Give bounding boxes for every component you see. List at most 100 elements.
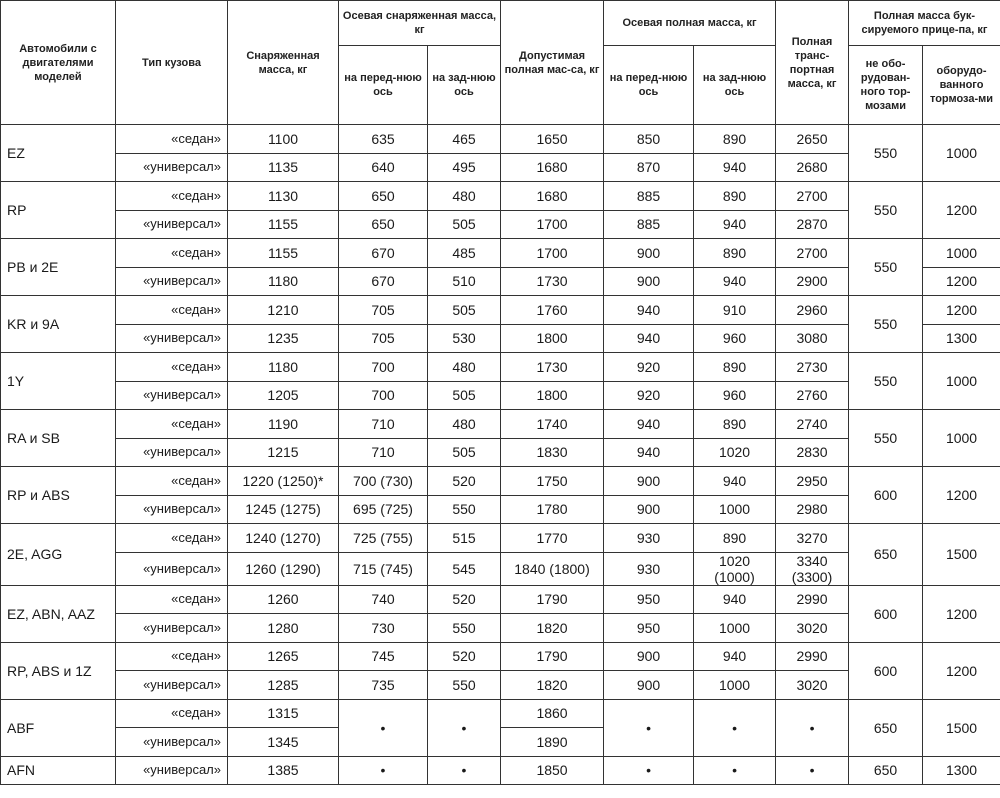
axle-gross-rear-cell: 940	[693, 266, 777, 296]
model-cell: 2E, AGG	[0, 523, 116, 586]
gvw-cell: 1860	[500, 698, 605, 728]
axle-curb-front-cell: 745	[338, 641, 428, 671]
gct-cell: 2760	[775, 380, 850, 410]
gct-cell: 2740	[775, 409, 850, 439]
axle-gross-rear-cell: 960	[693, 323, 777, 353]
trailer-unbraked-cell: 550	[848, 352, 924, 410]
curb-mass-cell: 1220 (1250)*	[227, 466, 339, 496]
body-type-cell: «седан»	[115, 352, 228, 382]
curb-mass-cell: 1100	[227, 124, 339, 154]
curb-mass-cell: 1235	[227, 323, 339, 353]
gct-cell: 3020	[775, 670, 850, 700]
table-row: ABF «седан» 1315 • • 1860 • • • 650 1500	[0, 698, 1000, 757]
trailer-unbraked-cell: 550	[848, 181, 924, 239]
table-row: EZ «седан» 1100 635 465 1650 850 890 2650 550 1000	[0, 124, 1000, 182]
gvw-cell: 1760	[500, 295, 605, 325]
body-type-cell: «седан»	[115, 124, 228, 154]
gvw-cell: 1650	[500, 124, 605, 154]
model-cell: ABF	[0, 698, 116, 757]
axle-gross-rear-cell: 1020	[693, 437, 777, 467]
header-gct: Полная транс-портная масса, кг	[775, 0, 850, 125]
axle-curb-front-cell: 730	[338, 613, 428, 643]
body-type-cell: «универсал»	[115, 323, 228, 353]
axle-curb-rear-cell: 530	[426, 323, 502, 353]
model-cell: EZ, ABN, AAZ	[0, 584, 116, 643]
trailer-braked-cell: 1500	[922, 523, 1000, 586]
curb-mass-cell: 1315	[227, 698, 339, 728]
axle-curb-rear-cell: 550	[426, 494, 502, 524]
curb-mass-cell: 1205	[227, 380, 339, 410]
curb-mass-cell: 1260 (1290)	[227, 551, 339, 586]
header-axle-gross-rear: на зад-нюю ось	[693, 45, 777, 125]
axle-gross-front-cell: 900	[603, 266, 695, 296]
table-body: EZ «седан» 1100 635 465 1650 850 890 2650 550 1000…	[0, 124, 1000, 785]
gct-cell: 3340 (3300)	[775, 551, 850, 586]
axle-curb-front-cell: 670	[338, 238, 428, 268]
axle-curb-rear-cell: 505	[426, 295, 502, 325]
axle-gross-front-cell: 850	[603, 124, 695, 154]
axle-curb-front-cell: 735	[338, 670, 428, 700]
axle-gross-front-cell: 940	[603, 409, 695, 439]
gvw-cell: 1820	[500, 613, 605, 643]
curb-mass-cell: 1245 (1275)	[227, 494, 339, 524]
gvw-cell: 1890	[500, 727, 605, 757]
axle-curb-rear-cell: •	[426, 755, 502, 785]
trailer-unbraked-cell: 600	[848, 466, 924, 524]
axle-curb-front-cell: 740	[338, 584, 428, 614]
gvw-cell: 1840 (1800)	[500, 551, 605, 586]
gvw-cell: 1680	[500, 152, 605, 182]
curb-mass-cell: 1345	[227, 727, 339, 757]
axle-curb-front-cell: 640	[338, 152, 428, 182]
header-axle-curb-rear: на зад-нюю ось	[426, 45, 502, 125]
axle-gross-rear-cell: 1020 (1000)	[693, 551, 777, 586]
body-type-cell: «универсал»	[115, 494, 228, 524]
table-row: «универсал» 1235 705 530 1800 940 960 3080 1300	[1, 323, 1000, 353]
curb-mass-cell: 1135	[227, 152, 339, 182]
trailer-braked-cell: 1500	[922, 698, 1000, 757]
body-type-cell: «универсал»	[115, 727, 228, 757]
axle-gross-front-cell: 950	[603, 584, 695, 614]
header-gvw: Допустимая полная мас-са, кг	[500, 0, 605, 125]
table-row: PB и 2E «седан» 1155 670 485 1700 900 890 2700 55…	[0, 238, 1000, 296]
curb-mass-cell: 1180	[227, 352, 339, 382]
trailer-unbraked-cell: 550	[848, 295, 924, 353]
axle-gross-rear-cell: •	[693, 698, 777, 757]
axle-gross-front-cell: 870	[603, 152, 695, 182]
axle-gross-front-cell: •	[603, 755, 695, 785]
body-type-cell: «универсал»	[115, 755, 228, 785]
trailer-unbraked-cell: 600	[848, 641, 924, 700]
gvw-cell: 1800	[500, 323, 605, 353]
axle-curb-rear-cell: 515	[426, 523, 502, 553]
trailer-unbraked-cell: 650	[848, 698, 924, 757]
gct-cell: 2700	[775, 238, 850, 268]
axle-curb-front-cell: 715 (745)	[338, 551, 428, 586]
curb-mass-cell: 1155	[227, 238, 339, 268]
axle-curb-rear-cell: 520	[426, 584, 502, 614]
axle-gross-front-cell: 885	[603, 209, 695, 239]
axle-gross-front-cell: 900	[603, 670, 695, 700]
gct-cell: 2990	[775, 641, 850, 671]
body-type-cell: «универсал»	[115, 613, 228, 643]
axle-gross-front-cell: 940	[603, 295, 695, 325]
axle-curb-front-cell: 700 (730)	[338, 466, 428, 496]
table-row: «универсал» 1285 735 550 1820 900 1000 3020	[1, 670, 1000, 700]
curb-mass-cell: 1385	[227, 755, 339, 785]
axle-gross-front-cell: 900	[603, 238, 695, 268]
axle-gross-front-cell: 900	[603, 466, 695, 496]
gct-cell: 3270	[775, 523, 850, 553]
axle-curb-rear-cell: 485	[426, 238, 502, 268]
gct-cell: 2980	[775, 494, 850, 524]
axle-curb-front-cell: •	[338, 698, 428, 757]
trailer-unbraked-cell: 550	[848, 409, 924, 467]
trailer-braked-cell: 1200	[922, 181, 1000, 239]
gvw-cell: 1680	[500, 181, 605, 211]
axle-curb-front-cell: 700	[338, 380, 428, 410]
gvw-cell: 1730	[500, 352, 605, 382]
curb-mass-cell: 1210	[227, 295, 339, 325]
gct-cell: 2990	[775, 584, 850, 614]
gct-cell: 2700	[775, 181, 850, 211]
curb-mass-cell: 1130	[227, 181, 339, 211]
table-row: EZ, ABN, AAZ «седан» 1260 740 520 1790 950 940 2…	[0, 584, 1000, 643]
gct-cell: 3080	[775, 323, 850, 353]
axle-gross-front-cell: •	[603, 698, 695, 757]
